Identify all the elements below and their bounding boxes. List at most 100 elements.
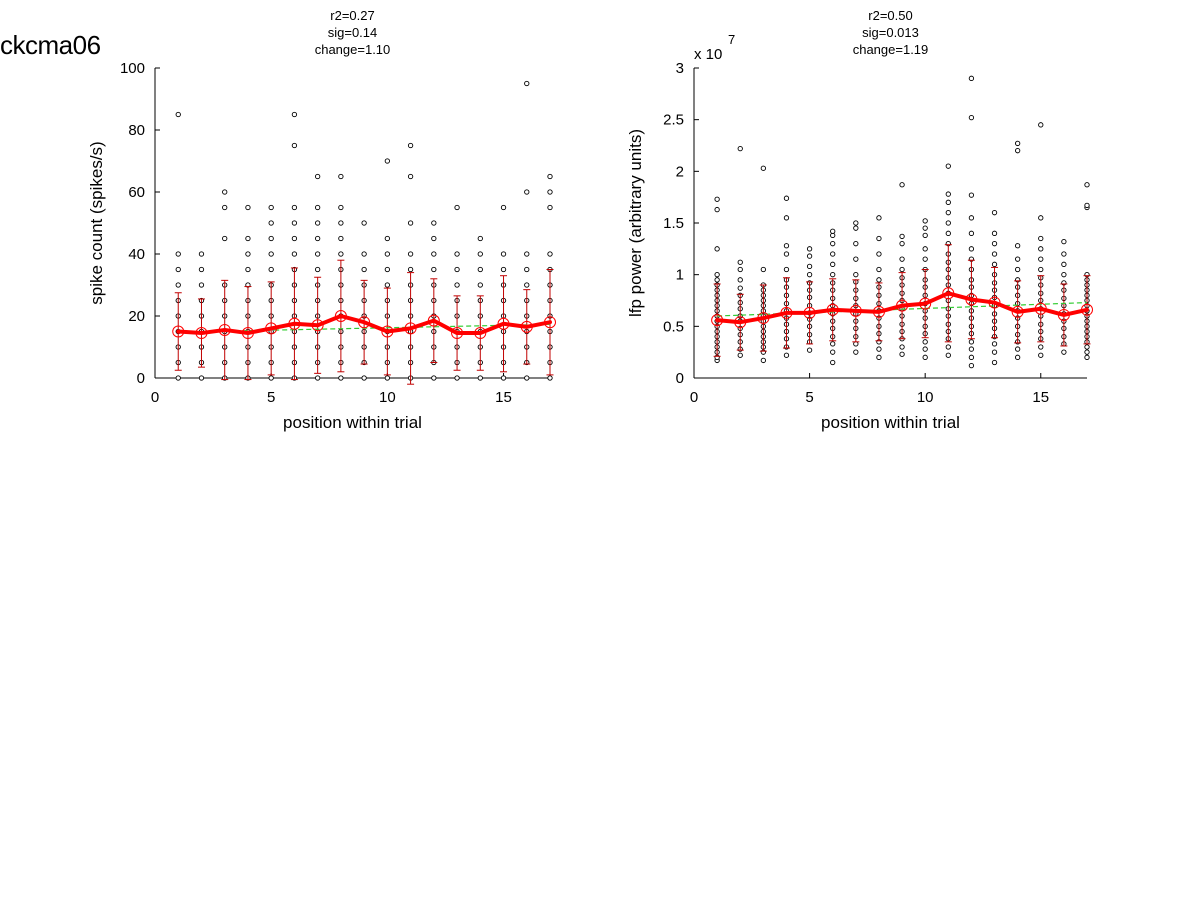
data-point: [830, 251, 836, 257]
data-point: [407, 251, 414, 257]
data-point: [714, 196, 720, 202]
data-point: [222, 235, 228, 242]
data-point: [198, 266, 205, 273]
mean-marker: [734, 316, 747, 329]
data-point: [384, 266, 391, 273]
data-point: [876, 346, 882, 352]
data-point: [968, 230, 975, 236]
mean-marker: [288, 317, 301, 330]
data-point: [1014, 354, 1021, 360]
data-point: [1038, 352, 1044, 358]
data-point: [524, 282, 530, 288]
data-point: [338, 220, 344, 226]
data-point: [876, 215, 882, 221]
data-point: [431, 266, 437, 273]
data-point: [222, 204, 228, 211]
data-point: [783, 251, 790, 257]
data-point: [477, 282, 483, 288]
data-point: [968, 114, 975, 121]
data-point: [830, 359, 836, 366]
data-point: [714, 277, 720, 283]
stat-line: r2=0.27: [330, 8, 374, 23]
data-point: [899, 182, 905, 188]
y-tick-label: 40: [128, 246, 145, 263]
mean-marker: [172, 325, 185, 338]
data-point: [198, 251, 205, 257]
data-point: [198, 282, 205, 288]
data-point: [268, 375, 274, 381]
y-tick-label: 2.5: [663, 112, 684, 129]
data-points: [175, 80, 553, 381]
data-point: [876, 251, 882, 257]
mean-line: [715, 291, 1089, 325]
data-point: [1014, 140, 1021, 147]
y-axis-label: spike count (spikes/s): [87, 141, 106, 304]
data-point: [945, 210, 951, 216]
y-tick-label: 60: [128, 184, 145, 201]
data-point: [968, 192, 975, 198]
data-point: [1014, 266, 1021, 273]
data-point: [454, 266, 460, 273]
data-point: [830, 341, 836, 347]
data-point: [361, 251, 367, 257]
data-point: [431, 235, 437, 242]
data-point: [830, 228, 836, 234]
data-point: [1038, 246, 1044, 252]
data-point: [737, 266, 743, 273]
data-point: [991, 230, 998, 236]
data-point: [431, 220, 437, 226]
fit-line: [717, 301, 1088, 317]
data-point: [853, 349, 859, 355]
data-point: [853, 241, 859, 247]
y-tick-label: 80: [128, 122, 145, 139]
fit-line: [178, 323, 551, 333]
data-point: [175, 111, 181, 118]
data-point: [268, 204, 274, 211]
mean-marker: [358, 316, 371, 329]
data-point: [783, 352, 790, 358]
mean-marker: [474, 327, 487, 340]
data-point: [500, 266, 507, 273]
stat-line: sig=0.013: [862, 25, 919, 40]
mean-marker: [849, 304, 862, 317]
mean-marker: [381, 325, 394, 338]
data-point: [945, 230, 951, 236]
data-point: [737, 285, 743, 291]
data-point: [737, 277, 743, 283]
x-tick-label: 5: [267, 389, 275, 406]
data-point: [407, 173, 414, 180]
data-point: [760, 357, 767, 364]
x-tick-label: 10: [379, 389, 396, 406]
data-point: [314, 235, 321, 242]
mean-marker: [1034, 302, 1047, 315]
data-point: [922, 339, 928, 345]
data-point: [945, 344, 951, 350]
data-point: [291, 142, 298, 149]
data-point: [245, 204, 251, 211]
mean-marker: [427, 314, 440, 327]
data-point: [876, 266, 882, 273]
data-point: [524, 251, 530, 257]
chart-panel-2: r2=0.50 sig=0.013 change=1.19 0 0.5 1 1.5 2 2.5 3…: [626, 8, 1093, 432]
data-point: [454, 204, 460, 211]
data-point: [714, 246, 720, 252]
mean-marker: [711, 314, 724, 327]
data-point: [853, 220, 859, 226]
data-point: [783, 195, 790, 201]
mean-marker: [1057, 308, 1070, 321]
data-point: [968, 215, 975, 221]
data-point: [760, 165, 767, 171]
data-point: [991, 349, 998, 355]
data-point: [806, 263, 813, 270]
mean-marker: [544, 316, 556, 329]
data-point: [991, 359, 998, 366]
data-point: [830, 349, 836, 355]
data-point: [783, 243, 790, 249]
x-axis-label: position within trial: [283, 413, 422, 432]
y-tick-label: 0: [137, 370, 145, 387]
data-point: [547, 251, 553, 257]
data-point: [175, 266, 181, 273]
mean-marker: [311, 319, 324, 332]
data-point: [431, 251, 437, 257]
data-point: [714, 206, 720, 213]
